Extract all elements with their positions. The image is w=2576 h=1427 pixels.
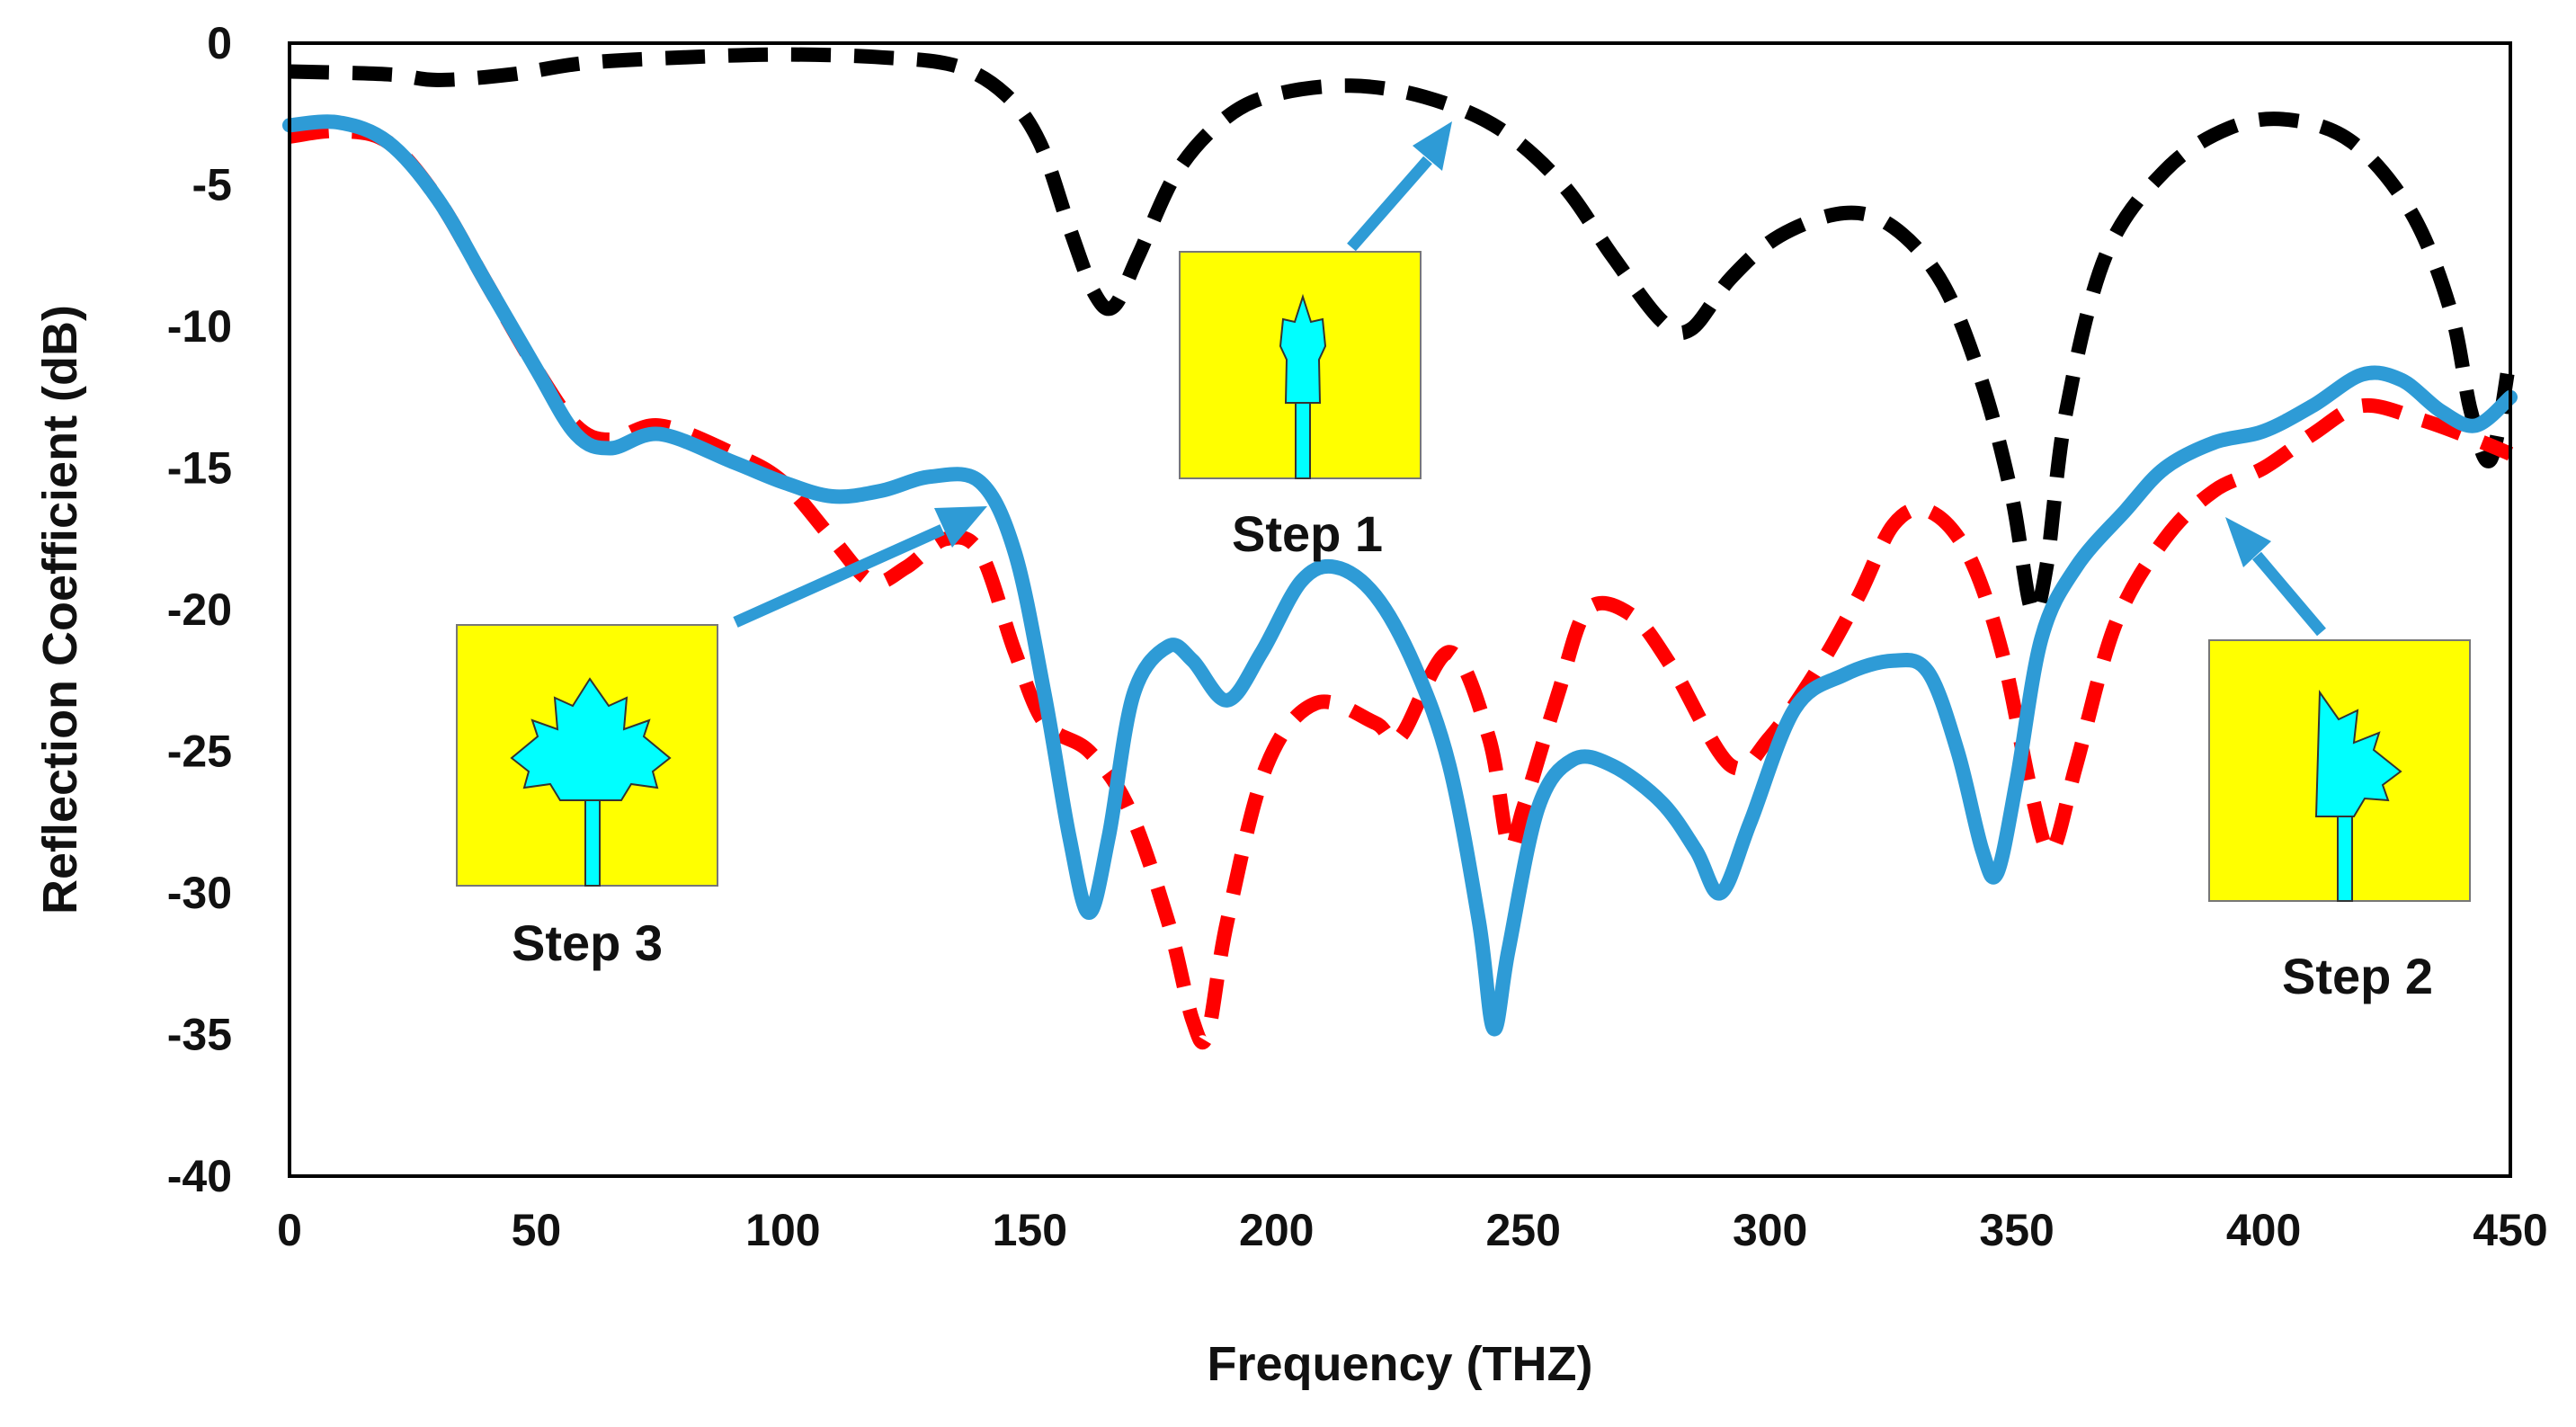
y-tick-label: -5 — [192, 160, 232, 210]
x-tick-label: 100 — [745, 1205, 820, 1255]
tick-layer: 0 50 100 150 200 250 300 350 400 450 0 -5 -10 -15 -20 -… — [167, 18, 2548, 1255]
step1-arrowhead — [1413, 121, 1452, 171]
x-axis-title: Frequency (THZ) — [1207, 1337, 1592, 1391]
step2-leaf-icon — [2314, 689, 2402, 817]
step2-feed-line — [2337, 816, 2353, 902]
y-tick-label: -35 — [167, 1010, 232, 1060]
plot-frame — [288, 41, 2512, 1178]
x-tick-label: 150 — [993, 1205, 1067, 1255]
x-tick-label: 250 — [1486, 1205, 1561, 1255]
x-tick-label: 350 — [1979, 1205, 2054, 1255]
x-tick-label: 400 — [2226, 1205, 2301, 1255]
y-tick-label: 0 — [207, 18, 232, 68]
step3-arrowhead — [934, 506, 987, 548]
x-tick-label: 50 — [512, 1205, 562, 1255]
series-line-step-3 — [282, 114, 2518, 1037]
series-line-step-1 — [289, 47, 2518, 620]
step1-label: Step 1 — [1232, 505, 1383, 562]
step2-inset — [2208, 639, 2471, 902]
x-tick-label: 0 — [277, 1205, 302, 1255]
step3-inset — [456, 624, 718, 887]
series-layer — [282, 47, 2518, 1050]
y-tick-label: -15 — [167, 443, 232, 494]
step2-arrow-shaft — [2252, 551, 2326, 637]
y-tick-label: -10 — [167, 301, 232, 352]
y-tick-label: -25 — [167, 727, 232, 777]
step2-label: Step 2 — [2282, 948, 2433, 1004]
step3-label: Step 3 — [512, 914, 663, 971]
step3-arrow-shaft — [733, 524, 945, 628]
y-tick-label: -40 — [167, 1151, 232, 1201]
step3-leaf-icon — [510, 677, 672, 801]
y-tick-label: -20 — [167, 584, 232, 635]
step1-inset — [1179, 251, 1422, 479]
step1-leaf-icon — [1279, 293, 1327, 404]
step2-arrowhead — [2225, 517, 2271, 567]
step3-feed-line — [584, 799, 601, 887]
x-tick-label: 200 — [1239, 1205, 1314, 1255]
y-axis-title: Reflection Coefficient (dB) — [33, 305, 87, 914]
x-tick-label: 300 — [1733, 1205, 1807, 1255]
y-tick-label: -30 — [167, 868, 232, 918]
x-tick-label: 450 — [2473, 1205, 2547, 1255]
annotation-arrows — [733, 121, 2326, 637]
step1-arrow-shaft — [1347, 156, 1432, 252]
step1-feed-line — [1295, 402, 1311, 479]
